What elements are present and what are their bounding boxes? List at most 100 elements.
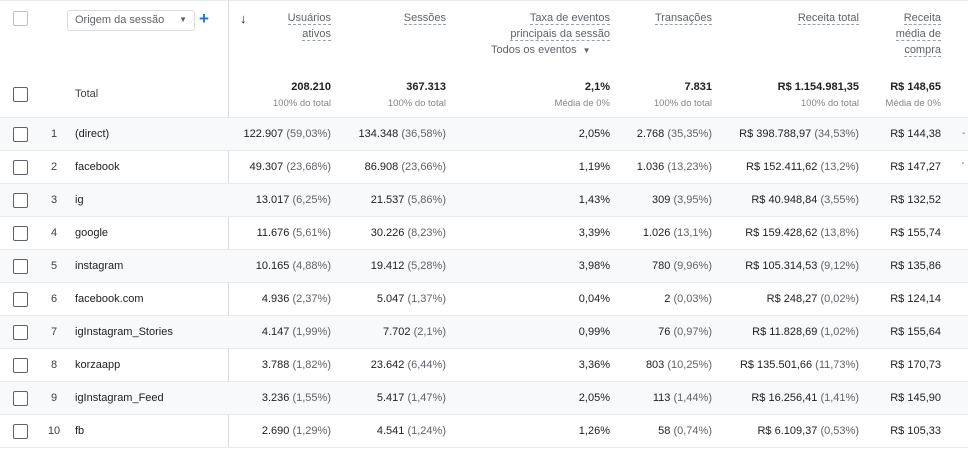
bottom-divider (0, 447, 968, 448)
table-row[interactable]: 9 igInstagram_Feed 3.236 (1,55%) 5.417 (… (0, 381, 968, 414)
revenue-cell: R$ 398.788,97 (34,53%) (739, 128, 859, 140)
active-users-percent: (1,29%) (292, 425, 331, 437)
revenue-value: R$ 16.256,41 (751, 392, 818, 404)
session-source[interactable]: instagram (75, 260, 124, 272)
sessions-percent: (5,86%) (407, 194, 446, 206)
sessions-value: 30.226 (370, 227, 405, 239)
sessions-cell: 134.348 (36,58%) (359, 128, 446, 140)
sessions-cell: 5.047 (1,37%) (377, 293, 446, 305)
revenue-value: R$ 40.948,84 (751, 194, 818, 206)
avg-revenue-cell: R$ 144,38 (890, 128, 941, 140)
transactions-cell: 780 (9,96%) (652, 260, 712, 272)
row-checkbox[interactable] (13, 325, 28, 340)
avg-revenue-cell: R$ 155,64 (890, 326, 941, 338)
transactions-cell: 2 (0,03%) (664, 293, 712, 305)
add-dimension-button[interactable]: + (199, 9, 209, 28)
row-index: 10 (47, 425, 61, 437)
table-row[interactable]: 10 fb 2.690 (1,29%) 4.541 (1,24%) 1,26% … (0, 414, 968, 447)
event-rate-cell: 0,99% (578, 326, 610, 338)
table-row[interactable]: 6 facebook.com 4.936 (2,37%) 5.047 (1,37… (0, 282, 968, 315)
revenue-value: R$ 11.828,69 (752, 326, 818, 338)
total-transactions: 7.831 (684, 81, 712, 93)
transactions-cell: 76 (0,97%) (658, 326, 712, 338)
session-source[interactable]: fb (75, 425, 85, 437)
active-users-value: 4.147 (261, 326, 290, 338)
select-all-checkbox[interactable] (13, 11, 28, 26)
table-row[interactable]: 3 ig 13.017 (6,25%) 21.537 (5,86%) 1,43%… (0, 183, 968, 216)
column-header-sessions[interactable]: Sessões (366, 10, 446, 26)
column-header-transactions[interactable]: Transações (632, 10, 712, 26)
table-row[interactable]: 5 instagram 10.165 (4,88%) 19.412 (5,28%… (0, 249, 968, 282)
column-header-event-rate[interactable]: Taxa de eventos principais da sessão (470, 10, 610, 42)
session-source[interactable]: (direct) (75, 128, 110, 140)
active-users-cell: 122.907 (59,03%) (244, 128, 331, 140)
table-row[interactable]: 7 igInstagram_Stories 4.147 (1,99%) 7.70… (0, 315, 968, 348)
revenue-percent: (13,8%) (820, 227, 859, 239)
column-header-users-line2: ativos (302, 28, 331, 41)
table-row[interactable]: 8 korzaapp 3.788 (1,82%) 23.642 (6,44%) … (0, 348, 968, 381)
sessions-value: 4.541 (376, 425, 405, 437)
session-source[interactable]: facebook.com (75, 293, 144, 305)
total-event-rate: 2,1% (584, 81, 610, 93)
active-users-percent: (4,88%) (292, 260, 331, 272)
column-header-event-rate-line1: Taxa de eventos (529, 12, 610, 25)
session-source[interactable]: korzaapp (75, 359, 121, 371)
revenue-value: R$ 105.314,53 (745, 260, 818, 272)
transactions-percent: (13,23%) (667, 161, 712, 173)
revenue-value: R$ 248,27 (766, 293, 818, 305)
column-header-users[interactable]: Usuários ativos (251, 10, 331, 42)
total-users-sub: 100% do total (272, 98, 331, 109)
table-row[interactable]: 1 (direct) 122.907 (59,03%) 134.348 (36,… (0, 117, 968, 150)
column-header-avg-line2: média de (895, 28, 941, 41)
transactions-cell: 1.036 (13,23%) (637, 161, 712, 173)
revenue-value: R$ 135.501,66 (739, 359, 813, 371)
caret-down-icon: ▼ (582, 46, 591, 55)
sessions-value: 86.908 (364, 161, 399, 173)
revenue-cell: R$ 159.428,62 (13,8%) (745, 227, 859, 239)
active-users-percent: (1,55%) (292, 392, 331, 404)
row-checkbox[interactable] (13, 160, 28, 175)
transactions-value: 2.768 (636, 128, 665, 140)
transactions-value: 1.026 (642, 227, 671, 239)
total-avg-revenue: R$ 148,65 (890, 81, 941, 93)
transactions-cell: 58 (0,74%) (658, 425, 712, 437)
active-users-cell: 4.936 (2,37%) (262, 293, 331, 305)
sessions-value: 5.417 (376, 392, 405, 404)
column-header-avg-revenue[interactable]: Receita média de compra (881, 10, 941, 58)
revenue-percent: (34,53%) (814, 128, 859, 140)
avg-revenue-cell: R$ 155,74 (890, 227, 941, 239)
transactions-value: 58 (658, 425, 671, 437)
dimension-selector[interactable]: Origem da sessão ▼ (67, 10, 195, 31)
column-header-revenue[interactable]: Receita total (759, 10, 859, 26)
transactions-percent: (0,74%) (673, 425, 712, 437)
event-rate-cell: 2,05% (578, 128, 610, 140)
session-source[interactable]: igInstagram_Feed (75, 392, 164, 404)
column-header-avg-line1: Receita (903, 12, 941, 25)
session-source[interactable]: facebook (75, 161, 120, 173)
truncated-cell: - (962, 128, 966, 139)
revenue-percent: (13,2%) (820, 161, 859, 173)
revenue-cell: R$ 16.256,41 (1,41%) (751, 392, 859, 404)
arrow-down-icon[interactable]: ↓ (240, 11, 247, 26)
row-checkbox[interactable] (13, 358, 28, 373)
row-checkbox[interactable] (13, 259, 28, 274)
total-row-checkbox[interactable] (13, 87, 28, 102)
row-checkbox[interactable] (13, 292, 28, 307)
session-source[interactable]: ig (75, 194, 84, 206)
row-checkbox[interactable] (13, 424, 28, 439)
revenue-cell: R$ 135.501,66 (11,73%) (740, 359, 859, 371)
event-filter-select[interactable]: Todos os eventos ▼ (491, 44, 591, 56)
row-checkbox[interactable] (13, 127, 28, 142)
session-source[interactable]: google (75, 227, 109, 239)
row-checkbox[interactable] (13, 193, 28, 208)
revenue-value: R$ 159.428,62 (745, 227, 818, 239)
row-checkbox[interactable] (13, 391, 28, 406)
dimension-column-divider (228, 0, 229, 447)
active-users-cell: 13.017 (6,25%) (256, 194, 331, 206)
table-row[interactable]: 2 facebook 49.307 (23,68%) 86.908 (23,66… (0, 150, 968, 183)
session-source[interactable]: igInstagram_Stories (75, 326, 173, 338)
revenue-percent: (0,02%) (820, 293, 859, 305)
transactions-value: 309 (652, 194, 671, 206)
row-checkbox[interactable] (13, 226, 28, 241)
table-row[interactable]: 4 google 11.676 (5,61%) 30.226 (8,23%) 3… (0, 216, 968, 249)
